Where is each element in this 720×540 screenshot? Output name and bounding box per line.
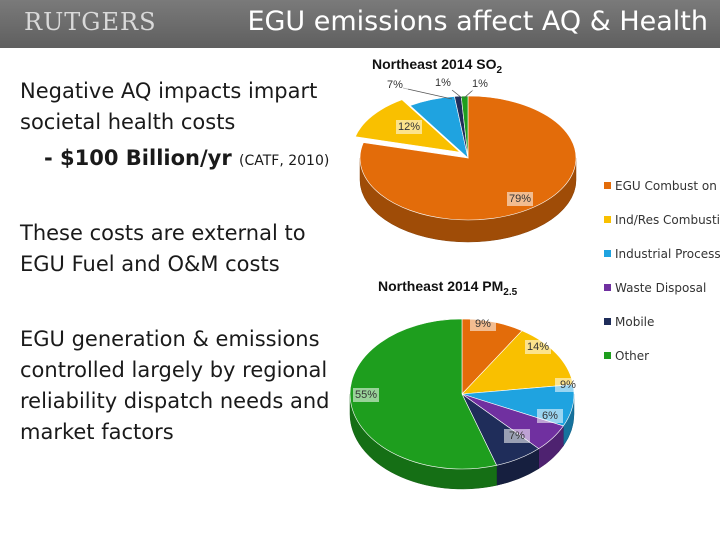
pie-0-slice-5 [460, 95, 469, 159]
slide-title: EGU emissions affect AQ & Health [247, 6, 708, 37]
legend-label-5: Other [615, 349, 649, 363]
legend-swatch-3 [604, 284, 611, 291]
pie-1-label-bg-2 [555, 378, 581, 392]
pie-1-label-bg-4 [504, 429, 530, 443]
para1-line1: Negative AQ impacts impart [20, 79, 318, 103]
pie-0-data-label-5: 1% [472, 78, 488, 90]
legend-label-0: EGU Combust on [615, 179, 717, 193]
cost-value: - $100 Billion/yr [44, 146, 232, 170]
legend-label-2: Industrial Processes [615, 247, 720, 261]
pie-1-slice-5 [349, 318, 498, 470]
legend-swatch-1 [604, 216, 611, 223]
pie-1-data-label-0: 9% [475, 318, 491, 330]
cost-line: - $100 Billion/yr (CATF, 2010) [44, 146, 329, 170]
pie-1-data-label-5: 55% [355, 389, 377, 401]
legend-swatch-0 [604, 182, 611, 189]
pie-0-leader-5 [463, 89, 474, 99]
pm25-chart-title: Northeast 2014 PM2.5 [378, 278, 518, 298]
pie-1-data-label-4: 7% [509, 430, 525, 442]
para2-line2: EGU Fuel and O&M costs [20, 252, 280, 276]
legend-swatch-4 [604, 318, 611, 325]
para2-line1: These costs are external to [20, 221, 306, 245]
pie-0-leader-4 [451, 89, 463, 99]
pie-0-data-label-2: 7% [387, 79, 403, 91]
legend-swatch-2 [604, 250, 611, 257]
pie-0-label-bg-0 [507, 192, 533, 206]
title-bar: RUTGERS EGU emissions affect AQ & Health [0, 0, 720, 48]
para3-line2: controlled largely by regional [20, 358, 328, 382]
pie-1-data-label-1: 14% [527, 341, 549, 353]
pie-1-label-bg-0 [470, 317, 496, 331]
pie-1-label-bg-1 [525, 340, 551, 354]
legend-label-4: Mobile [615, 315, 654, 329]
pie-0-label-bg-4 [430, 76, 456, 90]
pie-0-data-label-1: 12% [398, 121, 420, 133]
pie-1-label-bg-5 [353, 388, 379, 402]
para3-line4: market factors [20, 420, 174, 444]
so2-chart-title: Northeast 2014 SO2 [372, 56, 503, 76]
pie-0-slice-0 [359, 95, 577, 221]
pie-0-label-bg-5 [467, 77, 493, 91]
para3-line1: EGU generation & emissions [20, 327, 320, 351]
pie-0-label-bg-1 [396, 120, 422, 134]
pie-1-data-label-2: 9% [560, 379, 576, 391]
para1-line2: societal health costs [20, 110, 236, 134]
para3-line3: reliability dispatch needs and [20, 389, 330, 413]
pie-0-leader-2 [402, 87, 453, 100]
rutgers-logo: RUTGERS [24, 8, 157, 36]
pie-1-data-label-3: 6% [542, 410, 558, 422]
legend-swatch-5 [604, 352, 611, 359]
pie-1-label-bg-3 [537, 409, 563, 423]
pie-0-data-label-4: 1% [435, 77, 451, 89]
pie-0-label-bg-2 [382, 78, 408, 92]
pie-0-data-label-0: 79% [509, 193, 531, 205]
legend-label-3: Waste Disposal [615, 281, 706, 295]
legend-label-1: Ind/Res Combustion [615, 213, 720, 227]
cost-source: (CATF, 2010) [239, 153, 330, 169]
